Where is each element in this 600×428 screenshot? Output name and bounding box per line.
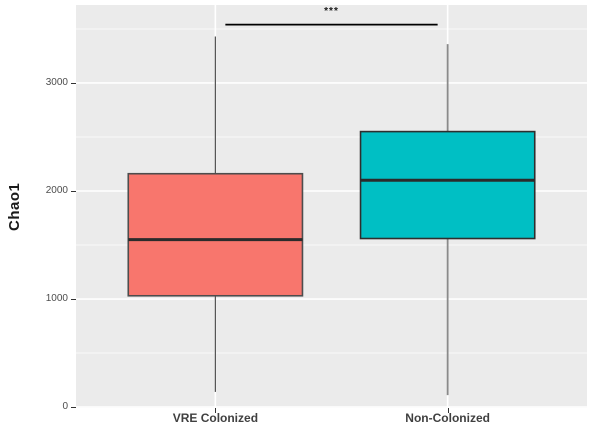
y-tick-label: 0: [62, 401, 68, 413]
boxplot-box: [127, 172, 304, 297]
y-tick-label: 3000: [45, 76, 68, 88]
y-tick-mark: [71, 407, 76, 409]
significance-label: ***: [324, 6, 339, 17]
y-tick-mark: [71, 299, 76, 300]
boxplot-box: [359, 130, 536, 240]
x-category-label: VRE Colonized: [172, 411, 259, 425]
y-axis-title: Chao1: [6, 182, 23, 231]
plot-panel: [76, 5, 587, 408]
x-category-label: Non-Colonized: [405, 411, 490, 425]
x-tick-mark: [447, 408, 449, 413]
y-tick-mark: [71, 191, 76, 192]
x-tick-mark: [215, 408, 217, 413]
y-tick-mark: [71, 82, 76, 84]
boxplot-svg: [76, 5, 587, 408]
y-tick-label: 1000: [45, 293, 68, 304]
y-tick-label: 2000: [45, 185, 68, 196]
